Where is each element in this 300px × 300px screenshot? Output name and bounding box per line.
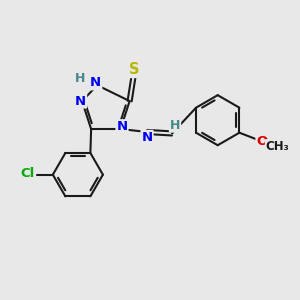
Text: CH₃: CH₃ [266, 140, 290, 153]
Text: Cl: Cl [21, 167, 35, 180]
Text: H: H [170, 119, 180, 132]
Text: H: H [75, 72, 86, 85]
Text: S: S [129, 62, 139, 77]
Text: N: N [142, 131, 153, 144]
Text: N: N [116, 120, 128, 133]
Text: N: N [75, 94, 86, 107]
Text: N: N [90, 76, 101, 89]
Text: O: O [256, 135, 268, 148]
